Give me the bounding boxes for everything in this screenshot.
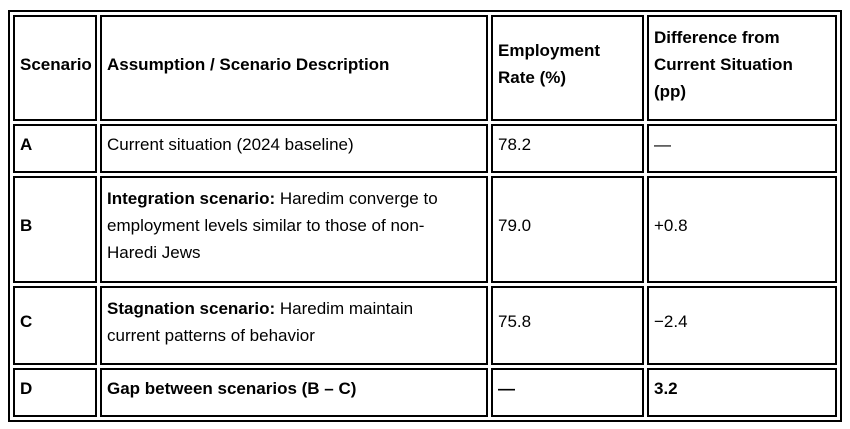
- scenario-comparison-table: Scenario Assumption / Scenario Descripti…: [8, 10, 842, 422]
- header-difference: Difference from Current Situation (pp): [647, 15, 837, 121]
- cell-scenario-letter: C: [13, 286, 97, 365]
- description-lead: Stagnation scenario:: [107, 298, 276, 318]
- cell-difference: −2.4: [647, 286, 837, 365]
- description-lead: Gap between scenarios (B – C): [107, 379, 357, 398]
- cell-description: Current situation (2024 baseline): [100, 124, 488, 173]
- description-rest: Haredim maintain current patterns of beh…: [107, 298, 414, 345]
- header-description: Assumption / Scenario Description: [100, 15, 488, 121]
- header-employment-rate: Employment Rate (%): [491, 15, 644, 121]
- description-lead: Integration scenario:: [107, 189, 276, 208]
- cell-employment-rate: —: [491, 368, 644, 417]
- cell-employment-rate: 78.2: [491, 124, 644, 173]
- cell-scenario-letter: A: [13, 124, 97, 173]
- cell-employment-rate: 75.8: [491, 286, 644, 365]
- cell-difference: 3.2: [647, 368, 837, 417]
- cell-scenario-letter: B: [13, 176, 97, 283]
- table-header-row: Scenario Assumption / Scenario Descripti…: [13, 15, 837, 121]
- cell-difference: —: [647, 124, 837, 173]
- description-rest: Haredim converge to employment levels si…: [107, 189, 438, 262]
- cell-description: Stagnation scenario: Haredim maintain cu…: [100, 286, 488, 365]
- table-row-scenario-b: B Integration scenario: Haredim converge…: [13, 176, 837, 283]
- cell-description: Integration scenario: Haredim converge t…: [100, 176, 488, 283]
- cell-difference: +0.8: [647, 176, 837, 283]
- cell-employment-rate: 79.0: [491, 176, 644, 283]
- cell-description: Gap between scenarios (B – C): [100, 368, 488, 417]
- header-difference-label: Difference from Current Situation (pp): [654, 27, 793, 101]
- header-employment-rate-label: Employment Rate (%): [498, 41, 601, 87]
- table-row-scenario-d: D Gap between scenarios (B – C) — 3.2: [13, 368, 837, 417]
- header-scenario: Scenario: [13, 15, 97, 121]
- table-row-scenario-c: C Stagnation scenario: Haredim maintain …: [13, 286, 837, 365]
- description-rest: Current situation (2024 baseline): [107, 135, 354, 154]
- cell-scenario-letter: D: [13, 368, 97, 417]
- table-row-scenario-a: A Current situation (2024 baseline) 78.2…: [13, 124, 837, 173]
